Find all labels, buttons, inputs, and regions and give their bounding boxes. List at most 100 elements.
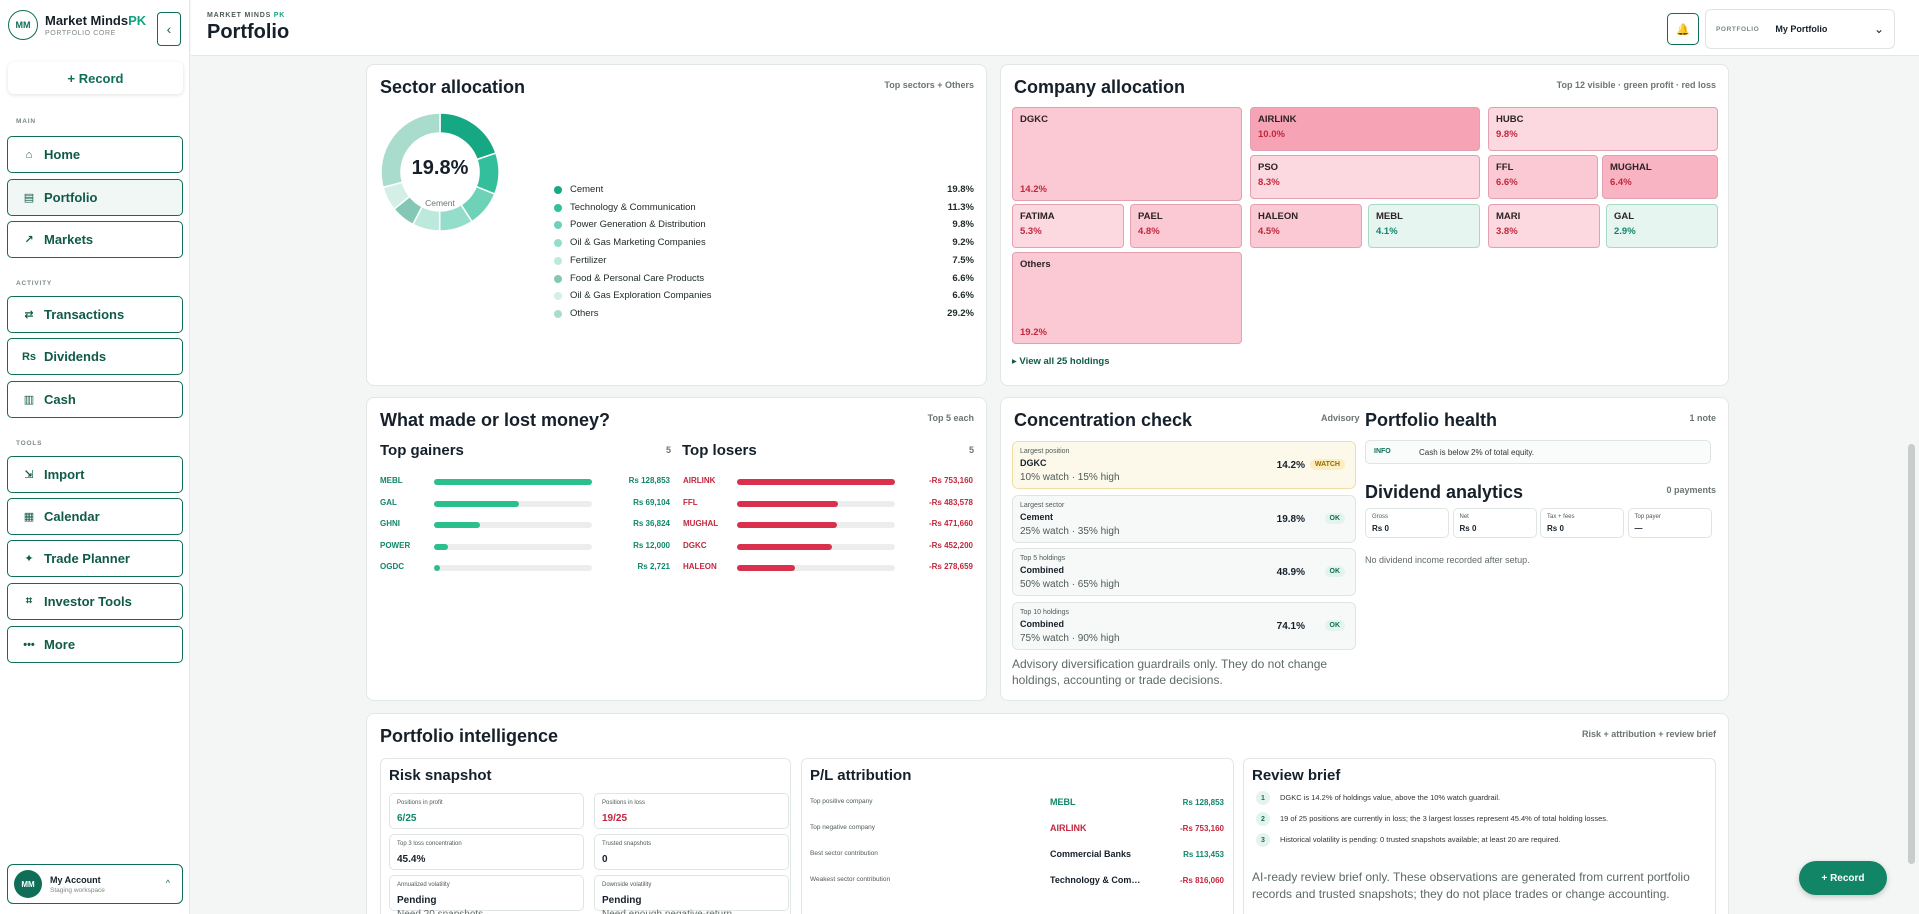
legend-dot [554, 274, 562, 283]
tile-pct: 4.8% [1138, 226, 1160, 237]
brand[interactable]: MM Market MindsPK PORTFOLIO CORE [8, 10, 146, 40]
risk-metric-value: 6/25 [397, 813, 417, 824]
treemap-tile-mughal[interactable]: MUGHAL 6.4% [1602, 155, 1718, 199]
gainer-row[interactable]: GAL Rs 69,104 [380, 498, 670, 510]
treemap-tile-dgkc[interactable]: DGKC 14.2% [1012, 107, 1242, 201]
tile-symbol: HALEON [1258, 211, 1299, 222]
treemap-tile-fatima[interactable]: FATIMA 5.3% [1012, 204, 1124, 248]
sidebar-item-home[interactable]: ⌂ Home [7, 136, 183, 173]
mover-symbol: MEBL [380, 476, 403, 485]
tile-pct: 4.5% [1258, 226, 1280, 237]
loser-row[interactable]: AIRLINK -Rs 753,160 [683, 476, 973, 488]
legend-dot [554, 292, 562, 301]
sidebar-item-more[interactable]: ••• More [7, 626, 183, 663]
pl-attribution-title: P/L attribution [810, 767, 912, 784]
donut-slice-0[interactable] [439, 112, 497, 161]
nav-section-activity: ACTIVITY [16, 280, 53, 287]
mover-bar-track [434, 500, 592, 507]
gainer-row[interactable]: OGDC Rs 2,721 [380, 562, 670, 574]
page-eyebrow: MARKET MINDS PK [207, 12, 286, 19]
treemap-tile-haleon[interactable]: HALEON 4.5% [1250, 204, 1362, 248]
legend-dot [554, 186, 562, 194]
company-allocation-card: Company allocation Top 12 visible · gree… [1000, 64, 1729, 386]
sidebar-item-dividends[interactable]: Rs Dividends [7, 338, 183, 375]
view-all-holdings-link[interactable]: ▸ View all 25 holdings [1012, 356, 1110, 367]
sidebar-item-transactions[interactable]: ⇄ Transactions [7, 296, 183, 333]
tile-symbol: PSO [1258, 162, 1279, 173]
sidebar-item-cash[interactable]: ▥ Cash [7, 381, 183, 418]
mover-bar [434, 543, 448, 550]
treemap-tile-airlink[interactable]: AIRLINK 10.0% [1250, 107, 1480, 151]
treemap-tile-mari[interactable]: MARI 3.8% [1488, 204, 1600, 248]
treemap-tile-mebl[interactable]: MEBL 4.1% [1368, 204, 1480, 248]
sidebar-item-import[interactable]: ⇲ Import [7, 456, 183, 493]
sector-legend-row[interactable]: Power Generation & Distribution 9.8% [554, 218, 974, 232]
sector-legend-row[interactable]: Fertilizer 7.5% [554, 254, 974, 268]
concentration-meta: Advisory [1321, 413, 1360, 423]
sector-name: Fertilizer [570, 254, 607, 266]
sector-legend-row[interactable]: Oil & Gas Marketing Companies 9.2% [554, 236, 974, 250]
treemap-tile-others[interactable]: Others 19.2% [1012, 252, 1242, 344]
portfolio-select-label: PORTFOLIO [1716, 25, 1760, 33]
mover-bar-track [434, 479, 592, 485]
review-brief-panel: Review brief 1 DGKC is 14.2% of holdings … [1243, 758, 1716, 914]
collapse-sidebar-button[interactable]: ‹ [157, 12, 181, 46]
loser-row[interactable]: MUGHAL -Rs 471,660 [683, 519, 973, 531]
loser-row[interactable]: FFL -Rs 483,578 [683, 498, 973, 510]
concentration-value: 14.2% [1276, 460, 1305, 471]
sector-legend-row[interactable]: Others 29.2% [554, 307, 974, 321]
concentration-row[interactable]: Largest position DGKC 10% watch · 15% high… [1012, 441, 1356, 489]
nav-section-main: MAIN [16, 118, 36, 125]
dividend-stat-value: Rs 0 [1547, 524, 1564, 533]
record-button[interactable]: + Record [8, 62, 183, 94]
legend-dot [554, 221, 562, 230]
sidebar-item-investor-tools[interactable]: ⌗ Investor Tools [7, 583, 183, 620]
sidebar-item-portfolio[interactable]: ▤ Portfolio [7, 179, 183, 216]
loser-row[interactable]: HALEON -Rs 278,659 [683, 562, 973, 574]
treemap-tile-pael[interactable]: PAEL 4.8% [1130, 204, 1242, 248]
mover-bar-track [737, 500, 895, 507]
mover-amount: Rs 12,000 [633, 540, 670, 550]
mover-bar [737, 543, 832, 550]
gainer-row[interactable]: POWER Rs 12,000 [380, 541, 670, 553]
concentration-row[interactable]: Largest sector Cement 25% watch · 35% high… [1012, 494, 1356, 543]
gainer-row[interactable]: MEBL Rs 128,853 [380, 476, 670, 488]
sector-legend-row[interactable]: Technology & Communication 11.3% [554, 201, 974, 215]
treemap-tile-ffl[interactable]: FFL 6.6% [1488, 155, 1598, 199]
mover-symbol: GAL [380, 497, 397, 507]
mover-amount: Rs 2,721 [637, 562, 670, 572]
sidebar-item-calendar[interactable]: ▦ Calendar [7, 498, 183, 535]
tile-pct: 3.8% [1496, 226, 1518, 237]
sector-legend-row[interactable]: Cement 19.8% [554, 183, 974, 197]
treemap-tile-gal[interactable]: GAL 2.9% [1606, 204, 1718, 248]
gainer-row[interactable]: GHNI Rs 36,824 [380, 519, 670, 531]
mover-bar [434, 479, 592, 485]
notifications-button[interactable]: 🔔 [1667, 13, 1699, 45]
concentration-metric: Top 10 holdings [1020, 608, 1070, 616]
risk-metric-label: Top 3 loss concentration [397, 841, 462, 847]
floating-record-button[interactable]: + Record [1799, 861, 1887, 895]
sector-pct: 7.5% [952, 254, 974, 266]
sector-legend-row[interactable]: Food & Personal Care Products 6.6% [554, 272, 974, 286]
donut-slice-7[interactable] [380, 112, 441, 189]
treemap-tile-pso[interactable]: PSO 8.3% [1250, 155, 1480, 199]
concentration-value: 19.8% [1276, 513, 1305, 525]
status-badge: OK [1324, 512, 1345, 524]
portfolio-select[interactable]: PORTFOLIO My Portfolio ⌄ [1705, 9, 1895, 49]
treemap-tile-hubc[interactable]: HUBC 9.8% [1488, 107, 1718, 151]
tile-symbol: MARI [1496, 211, 1521, 222]
sidebar-item-trade-planner[interactable]: ✦ Trade Planner [7, 540, 183, 577]
concentration-row[interactable]: Top 10 holdings Combined 75% watch · 90% h… [1012, 601, 1356, 650]
concentration-row[interactable]: Top 5 holdings Combined 50% watch · 65% hi… [1012, 548, 1356, 596]
page-scrollbar[interactable] [1908, 444, 1915, 864]
trend-up-icon: ↗ [24, 234, 34, 246]
dividend-stat-value: — [1634, 524, 1643, 533]
sidebar-item-markets[interactable]: ↗ Markets [7, 221, 183, 258]
mover-amount: -Rs 471,660 [928, 519, 973, 529]
review-brief-item: 2 19 of 25 positions are currently in los… [1252, 812, 1712, 828]
account-menu[interactable]: MM My Account Staging workspace ^ [7, 864, 183, 904]
concentration-metric: Largest position [1020, 448, 1070, 455]
loser-row[interactable]: DGKC -Rs 452,200 [683, 541, 973, 553]
attribution-row: Top positive company MEBL Rs 128,853 [810, 797, 1224, 811]
sector-legend-row[interactable]: Oil & Gas Exploration Companies 6.6% [554, 289, 974, 303]
